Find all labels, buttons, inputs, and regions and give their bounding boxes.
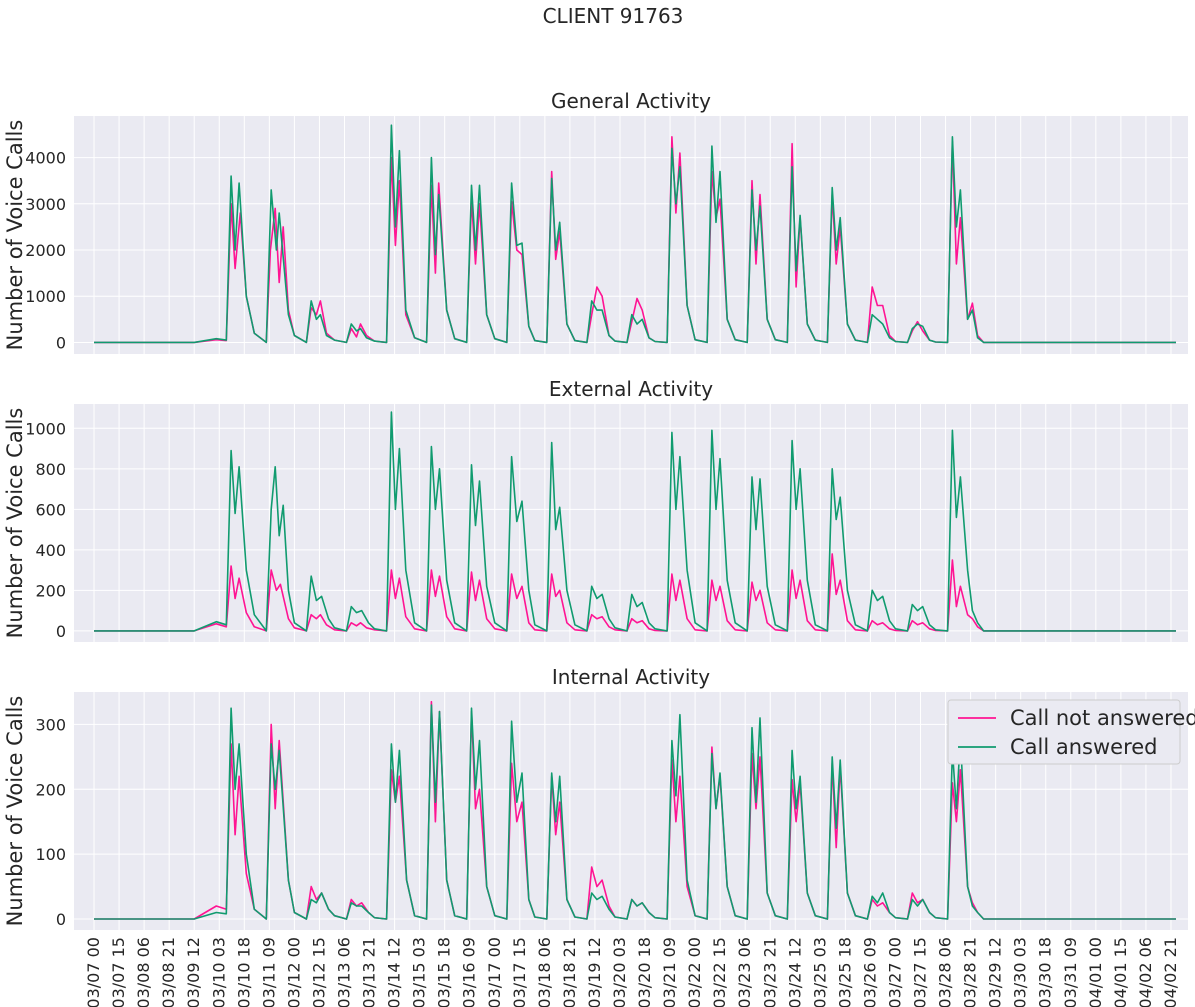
x-tick-label: 03/29 12 [986, 937, 1005, 1007]
x-tick-label: 03/19 12 [585, 937, 604, 1007]
legend: Call not answered Call answered [947, 699, 1195, 765]
y-tick-label: 1000 [25, 419, 66, 438]
x-tick-label: 03/13 21 [360, 937, 379, 1007]
y-tick-label: 800 [35, 460, 66, 479]
x-tick-label: 03/22 00 [685, 937, 704, 1007]
x-tick-label: 03/07 00 [84, 937, 103, 1007]
x-tick-label: 03/18 06 [535, 937, 554, 1007]
x-tick-label: 03/08 06 [134, 937, 153, 1007]
x-tick-label: 03/12 15 [309, 937, 328, 1007]
x-tick-label: 03/18 21 [560, 937, 579, 1007]
y-tick-label: 0 [56, 910, 66, 929]
x-tick-label: 03/23 21 [760, 937, 779, 1007]
x-tick-label: 03/09 12 [184, 937, 203, 1007]
x-tick-label: 03/17 00 [485, 937, 504, 1007]
y-axis-label: Number of Voice Calls [3, 696, 27, 927]
y-tick-label: 1000 [25, 287, 66, 306]
y-tick-label: 200 [35, 780, 66, 799]
x-tick-label: 03/28 21 [961, 937, 980, 1007]
y-tick-label: 0 [56, 333, 66, 352]
x-tick-label: 04/01 15 [1111, 937, 1130, 1007]
panel-2: 0 200 400 600 800 1000 External Activity Number… [3, 377, 1188, 642]
panel-title: Internal Activity [552, 665, 710, 689]
panel-title: External Activity [549, 377, 713, 401]
x-tick-label: 03/15 18 [435, 937, 454, 1007]
plot-area [74, 116, 1188, 354]
panel-1: 0 1000 2000 3000 4000 General Activity Number … [3, 89, 1188, 354]
panel-3: 0 100 200 300 Internal Activity Number of Voi… [3, 665, 1188, 930]
x-tick-label: 03/27 15 [911, 937, 930, 1007]
y-axis-label: Number of Voice Calls [3, 120, 27, 351]
series-line-call-answered [94, 411, 1176, 632]
x-tick-label: 03/17 15 [510, 937, 529, 1007]
x-tick-label: 03/10 03 [209, 937, 228, 1007]
y-tick-label: 100 [35, 845, 66, 864]
x-tick-label: 03/07 15 [109, 937, 128, 1007]
panel-title: General Activity [551, 89, 711, 113]
x-tick-label: 03/22 15 [710, 937, 729, 1007]
y-tick-label: 600 [35, 500, 66, 519]
x-tick-label: 03/20 18 [635, 937, 654, 1007]
x-tick-label: 03/11 09 [259, 937, 278, 1007]
x-tick-label: 03/28 06 [936, 937, 955, 1007]
y-tick-label: 200 [35, 581, 66, 600]
x-tick-label: 03/16 09 [460, 937, 479, 1007]
x-tick-label: 03/30 03 [1011, 937, 1030, 1007]
y-tick-label: 4000 [25, 149, 66, 168]
y-tick-label: 400 [35, 541, 66, 560]
x-tick-label: 03/13 06 [334, 937, 353, 1007]
x-tick-label: 03/26 09 [860, 937, 879, 1007]
x-tick-label: 03/20 03 [610, 937, 629, 1007]
x-tick-label: 03/24 12 [785, 937, 804, 1007]
legend-label: Call answered [1010, 735, 1158, 759]
x-tick-label: 03/27 00 [885, 937, 904, 1007]
legend-label: Call not answered [1010, 706, 1195, 730]
y-tick-label: 2000 [25, 241, 66, 260]
y-axis-label: Number of Voice Calls [3, 408, 27, 639]
figure-title: CLIENT 91763 [542, 4, 684, 28]
x-tick-label: 03/08 21 [159, 937, 178, 1007]
x-tick-label: 04/01 00 [1086, 937, 1105, 1007]
x-tick-label: 03/31 09 [1061, 937, 1080, 1007]
x-tick-label: 03/25 18 [835, 937, 854, 1007]
y-tick-label: 3000 [25, 195, 66, 214]
x-tick-label: 03/12 00 [284, 937, 303, 1007]
y-tick-label: 300 [35, 715, 66, 734]
x-tick-label: 04/02 06 [1136, 937, 1155, 1007]
x-tick-label: 04/02 21 [1161, 937, 1180, 1007]
x-tick-label: 03/25 03 [810, 937, 829, 1007]
x-tick-label: 03/15 03 [410, 937, 429, 1007]
legend-box [947, 699, 1181, 765]
series-line-call-answered [94, 704, 1176, 920]
x-tick-label: 03/30 18 [1036, 937, 1055, 1007]
x-tick-label: 03/23 06 [735, 937, 754, 1007]
y-tick-label: 0 [56, 622, 66, 641]
x-tick-label: 03/21 09 [660, 937, 679, 1007]
x-tick-label: 03/10 18 [234, 937, 253, 1007]
series-line-call-answered [94, 124, 1176, 344]
x-tick-label: 03/14 12 [385, 937, 404, 1007]
